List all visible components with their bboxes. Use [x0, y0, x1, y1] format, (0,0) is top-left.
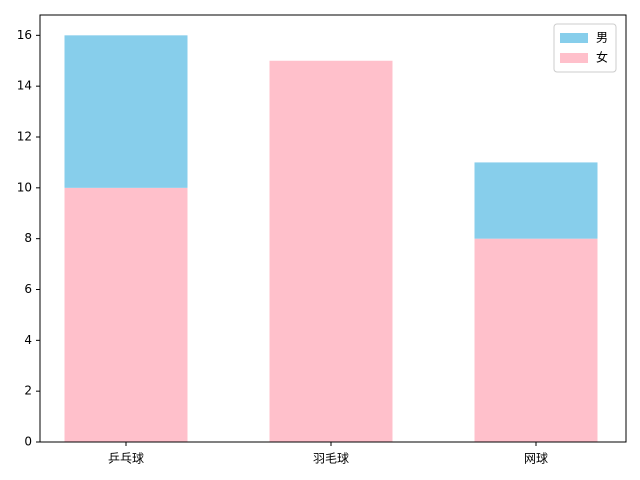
bar-segment: [474, 238, 598, 442]
legend-label: 男: [596, 31, 608, 45]
y-tick-label: 16: [17, 28, 32, 42]
legend-swatch: [560, 53, 588, 63]
bar-segment: [474, 162, 598, 239]
y-tick-label: 0: [24, 435, 32, 449]
legend-swatch: [560, 33, 588, 43]
y-tick-label: 10: [17, 180, 32, 194]
y-tick-label: 14: [17, 79, 32, 93]
y-tick-label: 2: [24, 384, 32, 398]
bar-segment: [269, 60, 393, 442]
bar-segment: [64, 187, 188, 442]
y-tick-label: 8: [24, 231, 32, 245]
x-tick-label: 网球: [524, 452, 548, 466]
plot-frame: [39, 14, 627, 443]
x-tick-label: 羽毛球: [313, 452, 349, 466]
y-tick-label: 12: [17, 130, 32, 144]
x-tick-label: 乒乓球: [108, 452, 144, 466]
y-tick-label: 4: [24, 333, 32, 347]
y-tick-label: 6: [24, 282, 32, 296]
legend-label: 女: [596, 50, 608, 65]
bar-segment: [64, 35, 188, 188]
